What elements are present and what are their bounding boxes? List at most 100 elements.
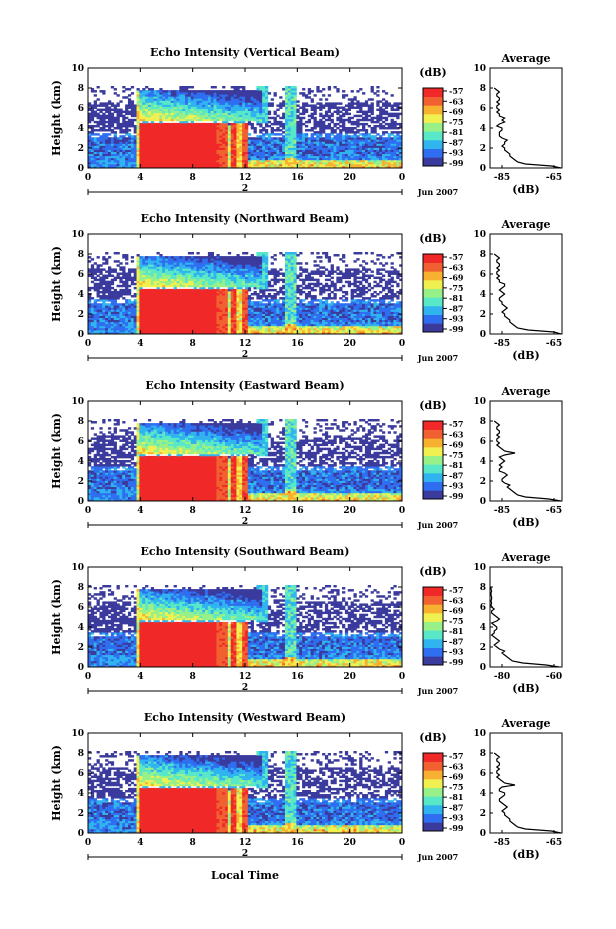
heatmap-cell (170, 114, 175, 118)
heatmap-cell (302, 104, 306, 107)
heatmap-cell (336, 88, 340, 91)
heatmap-cell (176, 268, 180, 271)
heatmap-cell (142, 264, 146, 267)
heatmap-cell (230, 92, 234, 95)
heatmap-cell (390, 118, 394, 122)
heatmap-cell (225, 106, 229, 109)
heatmap-cell (379, 112, 383, 116)
heatmap-cell (322, 88, 326, 91)
heatmap-cell (273, 149, 277, 152)
heatmap-cell (307, 141, 312, 144)
heatmap-cell (387, 122, 391, 126)
heatmap-cell (176, 290, 180, 294)
heatmap-cell (127, 278, 132, 282)
heatmap-cell (145, 153, 149, 157)
heatmap-cell (156, 264, 160, 267)
heatmap-cell (256, 116, 260, 120)
heatmap-cell (139, 163, 143, 167)
heatmap-cell (145, 114, 149, 118)
heatmap-cell (216, 104, 220, 107)
heatmap-cell (116, 311, 120, 314)
heatmap-cell (299, 141, 303, 144)
heatmap-cell (165, 147, 169, 150)
heatmap-cell (382, 143, 386, 146)
heatmap-cell (356, 159, 360, 163)
heatmap-cell (307, 147, 312, 150)
heatmap-cell (150, 262, 155, 265)
heatmap-cell (324, 137, 329, 140)
heatmap-cell (396, 104, 400, 107)
heatmap-cell (167, 313, 172, 316)
heatmap-cell (230, 118, 234, 122)
heatmap-cell (176, 280, 180, 284)
heatmap-cell (122, 157, 126, 161)
heatmap-cell (199, 141, 203, 144)
heatmap-cell (236, 149, 240, 152)
heatmap-cell (179, 96, 183, 99)
heatmap-cell (110, 131, 115, 134)
heatmap-cell (145, 293, 149, 296)
heatmap-cell (116, 331, 120, 335)
heatmap-cell (316, 163, 320, 167)
heatmap-cell (110, 120, 115, 124)
heatmap-cell (176, 145, 180, 148)
heatmap-cell (139, 293, 143, 296)
heatmap-cell (145, 112, 149, 116)
heatmap-cell (245, 157, 249, 161)
heatmap-cell (130, 282, 135, 286)
heatmap-cell (296, 114, 300, 118)
heatmap-cell (202, 151, 206, 155)
heatmap-cell (296, 135, 300, 138)
heatmap-cell (125, 120, 129, 124)
heatmap-cell (247, 92, 252, 95)
heatmap-cell (253, 108, 257, 111)
heatmap-cell (185, 260, 189, 263)
heatmap-cell (116, 94, 120, 97)
heatmap-cell (245, 161, 249, 165)
heatmap-cell (96, 264, 100, 267)
heatmap-cell (167, 108, 172, 111)
heatmap-cell (264, 141, 269, 144)
heatmap-cell (167, 317, 172, 321)
heatmap-cell (165, 165, 169, 169)
heatmap-cell (153, 321, 157, 325)
heatmap-cell (242, 141, 246, 144)
heatmap-cell (136, 286, 140, 290)
heatmap-cell (113, 155, 117, 159)
heatmap-cell (93, 305, 97, 308)
heatmap-cell (356, 110, 360, 114)
heatmap-cell (219, 122, 223, 126)
heatmap-cell (93, 270, 97, 273)
heatmap-cell (216, 137, 220, 140)
heatmap-cell (162, 104, 166, 107)
heatmap-cell (379, 145, 383, 148)
heatmap-cell (247, 151, 252, 155)
heatmap-cell (256, 118, 260, 122)
heatmap-cell (247, 90, 252, 93)
heatmap-cell (185, 120, 189, 124)
heatmap-cell (156, 284, 160, 288)
heatmap-cell (119, 288, 123, 292)
heatmap-cell (287, 161, 292, 165)
heatmap-cell (93, 268, 97, 271)
heatmap-cell (185, 325, 189, 329)
heatmap-cell (125, 303, 129, 306)
heatmap-cell (196, 260, 200, 263)
heatmap-cell (187, 258, 192, 261)
heatmap-cell (182, 139, 186, 142)
heatmap-cell (327, 141, 332, 144)
heatmap-cell (165, 106, 169, 109)
avg-y-tick-label: 8 (480, 84, 486, 94)
heatmap-cell (127, 112, 132, 116)
heatmap-cell (107, 122, 112, 126)
heatmap-cell (182, 131, 186, 134)
heatmap-cell (182, 106, 186, 109)
heatmap-cell (133, 276, 137, 280)
heatmap-cell (222, 155, 226, 159)
heatmap-cell (122, 96, 126, 99)
heatmap-cell (259, 86, 263, 89)
heatmap-cell (399, 151, 403, 155)
heatmap-cell (284, 106, 289, 109)
heatmap-cell (327, 155, 332, 159)
heatmap-cell (176, 331, 180, 335)
